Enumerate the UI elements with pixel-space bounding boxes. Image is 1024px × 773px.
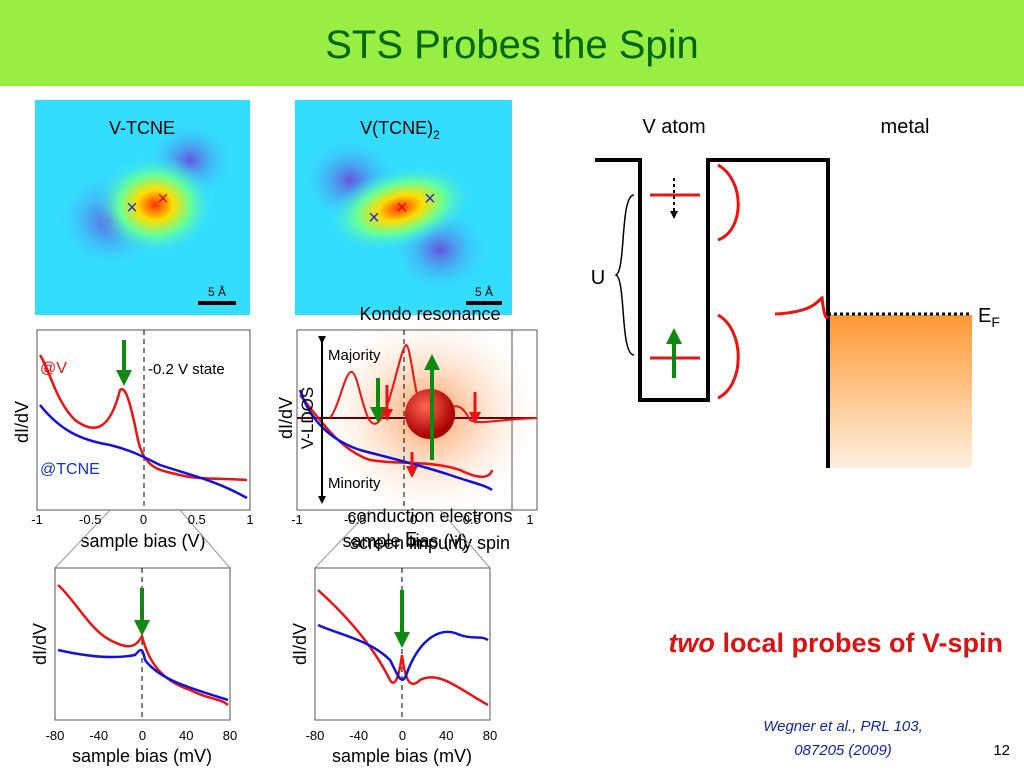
x-tick-label: 0.5 — [463, 512, 481, 527]
title: STS Probes the Spin — [325, 23, 699, 67]
x-tick-label: 0 — [399, 728, 406, 743]
plot-label: @TCNE — [40, 461, 100, 478]
y-label: V-LDOS — [298, 387, 317, 449]
x-tick-label: 1 — [246, 512, 253, 527]
x-tick-label: -0.5 — [79, 512, 101, 527]
plot: @V @TCNE -0.2 V state dI/dV sample bias … — [12, 329, 251, 551]
page-number: 12 — [993, 742, 1010, 759]
y-label: dI/dV — [12, 401, 32, 443]
x-tick-label: 80 — [223, 728, 237, 743]
conclusion: two local probes of V-spin — [668, 628, 1003, 658]
x-label: sample bias (V) — [80, 531, 205, 551]
plot-label: Majority — [328, 347, 381, 364]
plot-label: @V — [40, 360, 67, 377]
image-label: V-TCNE — [109, 118, 175, 138]
zoom-lines — [54, 509, 491, 569]
x-tick-label: 80 — [483, 728, 497, 743]
citation: 087205 (2009) — [794, 742, 892, 759]
diagram-label: U — [591, 267, 605, 289]
plot-label: conduction electrons — [347, 506, 512, 526]
x-tick-label: 40 — [439, 728, 453, 743]
plot-label: -0.2 V state — [148, 361, 225, 378]
x-tick-label: -80 — [46, 728, 65, 743]
x-tick-label: -0.5 — [344, 512, 366, 527]
citation: Wegner et al., PRL 103, — [763, 718, 923, 735]
image-label: V(TCNE)2 — [360, 118, 440, 142]
diagram-label: V atom — [642, 116, 705, 138]
x-label: sample bias (V) — [342, 531, 467, 551]
plot-label: screen impurity spin — [350, 533, 510, 553]
x-tick-label: -40 — [89, 728, 108, 743]
scale-label: 5 Å — [208, 284, 226, 299]
plot: Kondo resonance Majority Minority V-LDOS… — [276, 304, 550, 553]
y-label: dI/dV — [30, 623, 50, 665]
x-tick-label: -1 — [291, 512, 303, 527]
title-bar — [0, 0, 1024, 86]
svg-text:×: × — [368, 207, 380, 229]
x-tick-label: -1 — [31, 512, 43, 527]
x-tick-label: -80 — [306, 728, 325, 743]
x-tick-label: 1 — [526, 512, 533, 527]
x-tick-label: 0 — [139, 728, 146, 743]
energy-diagram: V atom metal U EF — [591, 116, 1000, 468]
x-tick-label: 0 — [410, 512, 417, 527]
plot-label: Kondo resonance — [359, 304, 500, 324]
svg-text:×: × — [126, 197, 138, 219]
svg-text:×: × — [157, 188, 169, 210]
y-label: dI/dV — [276, 397, 296, 439]
y-label: dI/dV — [290, 623, 310, 665]
x-label: sample bias (mV) — [72, 746, 212, 766]
plot-label: Minority — [328, 475, 381, 492]
plot: dI/dV sample bias (mV) — [290, 567, 491, 766]
x-tick-label: 0.5 — [188, 512, 206, 527]
ef-label: EF — [405, 529, 424, 552]
x-label: sample bias (mV) — [332, 746, 472, 766]
stm-image: V(TCNE)2 × × × 5 Å — [295, 100, 512, 315]
plot: dI/dV sample bias (mV) — [30, 567, 231, 766]
diagram-label: metal — [881, 116, 930, 138]
stm-image: V-TCNE × × 5 Å — [35, 100, 250, 315]
x-tick-label: 40 — [179, 728, 193, 743]
svg-text:×: × — [424, 188, 436, 210]
ef-label: EF — [978, 305, 1000, 330]
scale-label: 5 Å — [475, 284, 493, 299]
svg-text:×: × — [396, 197, 408, 219]
x-tick-label: 0 — [140, 512, 147, 527]
x-tick-label: -40 — [349, 728, 368, 743]
